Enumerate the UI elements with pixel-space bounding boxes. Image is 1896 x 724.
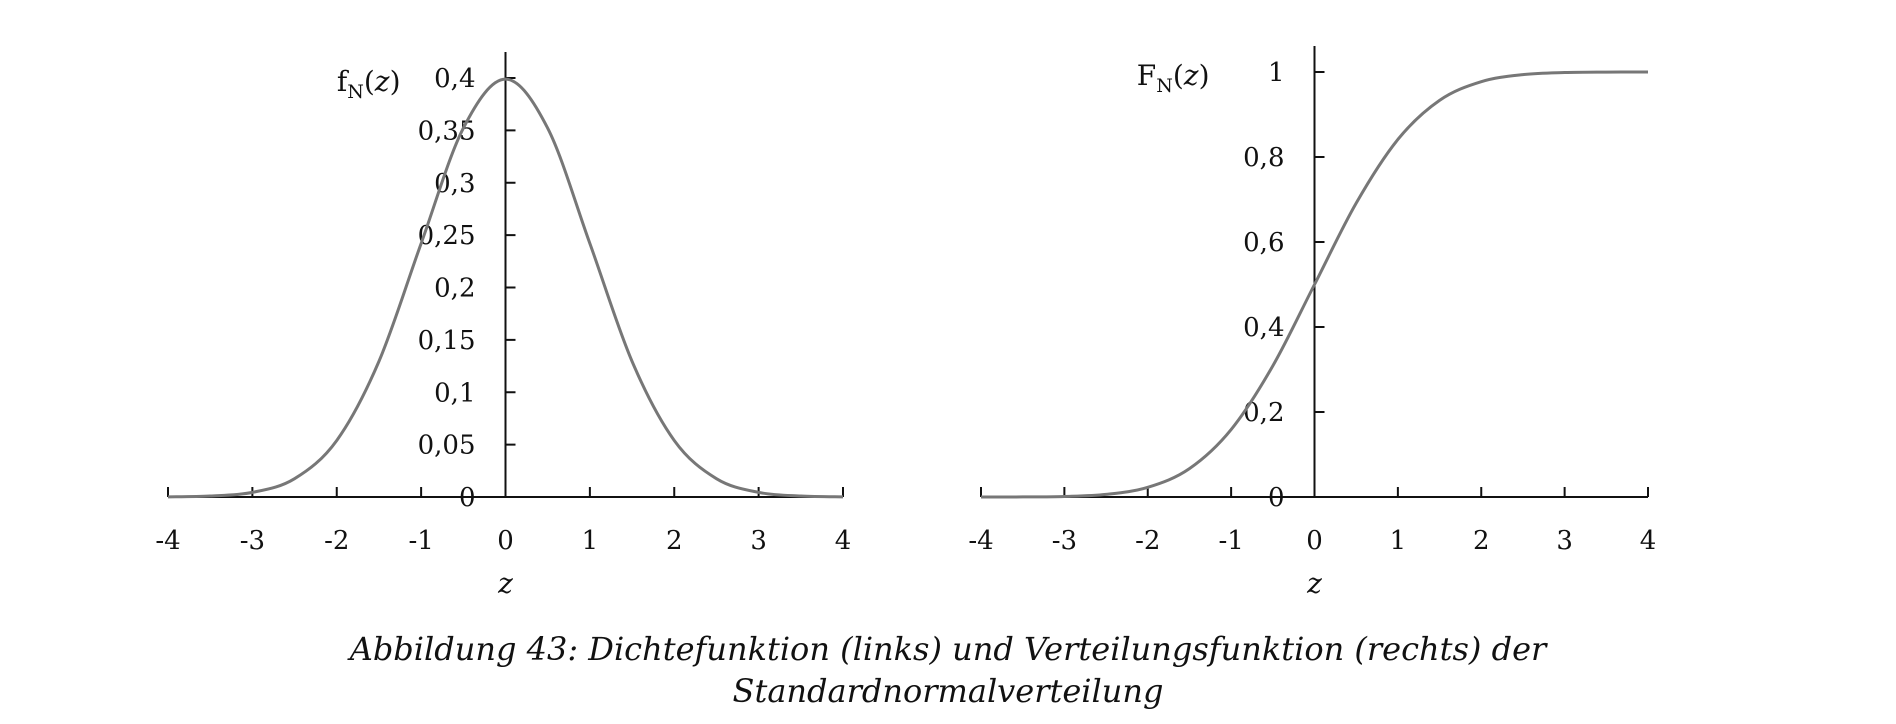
density-x-tick-label: -1 xyxy=(408,526,433,556)
density-x-tick-label: -4 xyxy=(155,526,180,556)
density-x-tick-label: 3 xyxy=(750,526,767,556)
density-x-tick-label: 0 xyxy=(497,526,514,556)
cdf-x-tick-label: -1 xyxy=(1218,526,1243,556)
caption-line-1: Abbildung 43: Dichtefunktion (links) und… xyxy=(349,630,1547,668)
density-x-tick-label: 2 xyxy=(666,526,683,556)
density-x-tick-label: -2 xyxy=(324,526,349,556)
density-x-axis-title: z xyxy=(497,567,513,600)
density-x-tick-label: 4 xyxy=(835,526,852,556)
cdf-x-tick-label: -2 xyxy=(1135,526,1160,556)
density-y-tick-label: 0,05 xyxy=(418,431,476,461)
cdf-y-tick-label: 0,4 xyxy=(1243,313,1284,343)
density-y-axis-title: fN(z) xyxy=(337,65,401,103)
cdf-y-tick-label: 0,6 xyxy=(1243,228,1284,258)
density-x-tick-label: -3 xyxy=(240,526,265,556)
density-y-tick-label: 0,2 xyxy=(434,274,475,304)
density-y-tick-label: 0 xyxy=(459,483,476,513)
density-y-tick-label: 0,1 xyxy=(434,378,475,408)
cdf-x-axis-title: z xyxy=(1306,567,1322,600)
cdf-y-tick-label: 1 xyxy=(1268,58,1285,88)
density-y-tick-label: 0,4 xyxy=(434,64,475,94)
density-y-tick-label: 0,15 xyxy=(418,326,476,356)
density-curve xyxy=(167,77,844,499)
cdf-y-tick-label: 0 xyxy=(1268,483,1285,513)
cdf-x-tick-label: 3 xyxy=(1556,526,1573,556)
cdf-y-tick-label: 0,8 xyxy=(1243,143,1284,173)
cdf-y-axis-title: FN(z) xyxy=(1137,59,1210,97)
cdf-x-tick-label: -4 xyxy=(968,526,993,556)
cdf-x-tick-label: -3 xyxy=(1052,526,1077,556)
cdf-x-tick-label: 2 xyxy=(1473,526,1490,556)
cdf-x-tick-label: 4 xyxy=(1640,526,1657,556)
cdf-curve xyxy=(980,70,1649,499)
density-chart: -4 -3 -2 -1 0 1 2 3 400,050,10,150,20,250,30,350… xyxy=(155,52,851,600)
caption-line-2: Standardnormalverteilung xyxy=(732,672,1164,710)
figure-caption: Abbildung 43: Dichtefunktion (links) und… xyxy=(0,628,1896,712)
cdf-x-tick-label: 1 xyxy=(1390,526,1407,556)
cdf-x-tick-label: 0 xyxy=(1306,526,1323,556)
density-x-tick-label: 1 xyxy=(582,526,599,556)
